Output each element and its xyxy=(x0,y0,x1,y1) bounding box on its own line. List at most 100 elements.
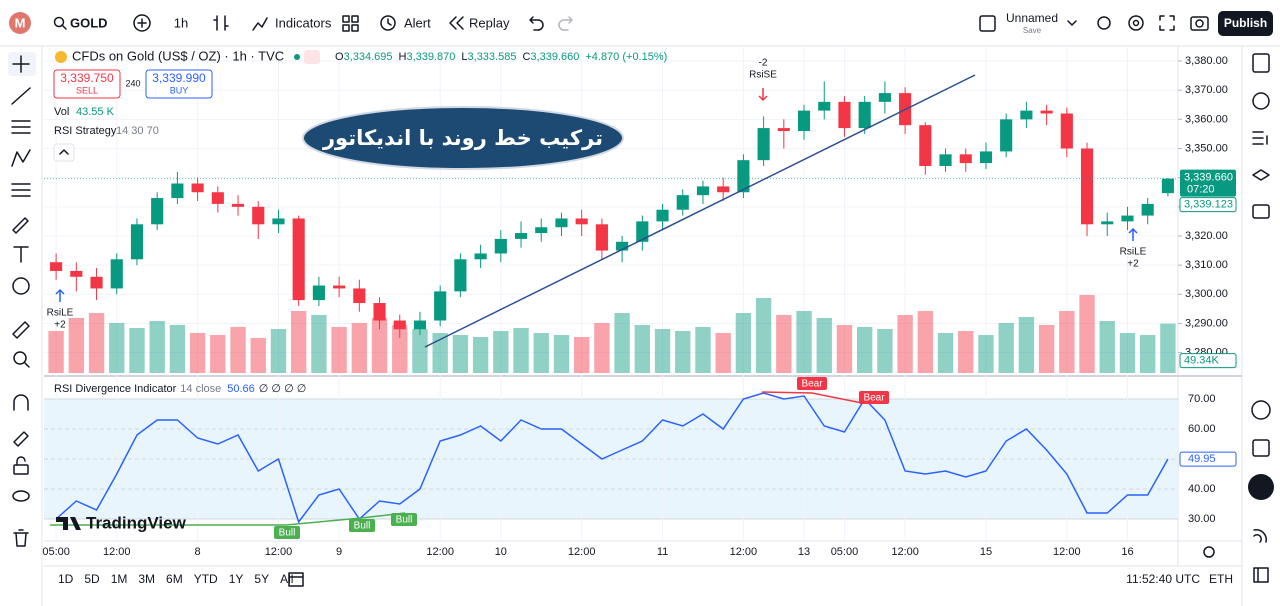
candle-body xyxy=(333,285,346,289)
search-icon[interactable] xyxy=(53,16,65,28)
fullscreen[interactable] xyxy=(1159,15,1175,31)
y-tick-label: 3,290.00 xyxy=(1185,317,1228,329)
strategy-name[interactable]: RSI Strategy xyxy=(54,125,117,137)
range-button[interactable]: 6M xyxy=(166,572,183,586)
logo[interactable] xyxy=(9,12,31,34)
volume-label[interactable]: Vol xyxy=(54,106,69,118)
chat[interactable] xyxy=(1252,204,1270,219)
session[interactable]: ETH xyxy=(1209,572,1233,586)
measure-tool[interactable] xyxy=(12,321,30,339)
alerts-panel[interactable] xyxy=(1252,92,1270,110)
trend-line-tool[interactable] xyxy=(11,87,31,105)
stay-drawing[interactable] xyxy=(13,431,29,447)
delete-tool[interactable] xyxy=(13,529,29,547)
candle-body xyxy=(575,218,588,225)
candle-body xyxy=(595,224,608,251)
candle-body xyxy=(494,238,507,254)
text-tool[interactable] xyxy=(13,246,29,263)
bull-divergence-line xyxy=(50,512,406,526)
symbol[interactable]: GOLD xyxy=(70,15,108,30)
axis-settings[interactable] xyxy=(1203,546,1215,558)
data-window[interactable] xyxy=(1252,131,1268,145)
range-button[interactable]: 5Y xyxy=(254,572,269,586)
layout-name[interactable]: Unnamed xyxy=(1006,11,1058,25)
countdown: 07:20 xyxy=(1187,184,1215,196)
settings[interactable] xyxy=(1128,15,1144,31)
brush-tool[interactable] xyxy=(12,217,29,234)
replay-icon[interactable] xyxy=(449,16,464,30)
x-tick-label: 12:00 xyxy=(426,546,454,558)
range-button[interactable]: 1Y xyxy=(229,572,244,586)
volume-bar xyxy=(654,329,671,373)
icon-tool[interactable] xyxy=(12,277,30,295)
symbol-title[interactable]: CFDs on Gold (US$ / OZ) · 1h · TVC xyxy=(72,48,284,63)
bottom-toolbar: 11:52:40 UTC ETH 1D 5D 1M 3M 6M YTD 1Y 5Y All xyxy=(58,572,1233,587)
divergence-tag xyxy=(274,526,300,539)
range-button[interactable]: YTD xyxy=(194,572,218,586)
crosshair[interactable] xyxy=(12,55,30,73)
zoom-tool[interactable] xyxy=(13,351,27,365)
date-range[interactable] xyxy=(288,572,304,587)
undo[interactable] xyxy=(529,16,544,31)
candle-body xyxy=(696,186,710,196)
candle-body xyxy=(353,288,366,304)
range-button[interactable]: 3M xyxy=(138,572,155,586)
volume-bar xyxy=(311,315,327,373)
layouts-icon[interactable] xyxy=(342,15,359,32)
collapse-legend[interactable] xyxy=(53,143,75,162)
range-button[interactable]: 1M xyxy=(111,572,128,586)
y-tick-label: 3,310.00 xyxy=(1185,259,1228,271)
chart-type[interactable] xyxy=(213,15,229,31)
quick-search[interactable] xyxy=(1097,16,1111,30)
volume-bar xyxy=(917,311,934,373)
indicators-icon[interactable] xyxy=(252,17,268,31)
range-button[interactable]: 1D xyxy=(58,572,74,586)
range-button[interactable]: All xyxy=(280,572,293,586)
candle-body xyxy=(535,227,548,234)
dropdown[interactable] xyxy=(1067,20,1077,26)
candle-body xyxy=(1161,178,1174,194)
candle-body xyxy=(231,203,245,207)
hide-tool[interactable] xyxy=(12,490,30,502)
candle-body xyxy=(1080,148,1094,225)
fib-tool[interactable] xyxy=(11,120,31,134)
layers[interactable] xyxy=(1252,169,1270,181)
apps[interactable] xyxy=(1248,474,1274,500)
alert-icon[interactable] xyxy=(380,15,396,31)
signal[interactable] xyxy=(1253,528,1268,543)
pattern-tool[interactable] xyxy=(11,149,31,167)
save[interactable]: Save xyxy=(1023,26,1042,35)
publish-button[interactable] xyxy=(1218,11,1273,36)
sell-button[interactable] xyxy=(53,69,121,99)
projection-tool[interactable] xyxy=(11,183,31,197)
watchlist[interactable] xyxy=(1252,53,1270,73)
snapshot[interactable] xyxy=(1190,16,1209,31)
ohlc-value: 3,339.660 xyxy=(530,51,579,63)
sell-price: 3,339.750 xyxy=(60,71,114,85)
candle-body xyxy=(292,218,305,301)
replay[interactable]: Replay xyxy=(469,15,510,30)
y-tick-label: 3,300.00 xyxy=(1185,288,1228,300)
calendar[interactable] xyxy=(1252,439,1270,457)
redo[interactable] xyxy=(558,16,573,31)
targets[interactable] xyxy=(1251,400,1271,420)
volume-bar xyxy=(594,323,610,373)
indicators[interactable]: Indicators xyxy=(275,15,332,30)
volume-bar xyxy=(695,327,711,373)
watermark: TradingView xyxy=(86,513,187,532)
lock-tool[interactable] xyxy=(13,464,29,475)
alert[interactable]: Alert xyxy=(404,15,431,30)
trend-line[interactable] xyxy=(424,74,976,348)
volume-bar xyxy=(129,328,145,373)
divergence-label: Bull xyxy=(354,521,371,532)
magnet-tool[interactable] xyxy=(13,394,29,411)
range-button[interactable]: 5D xyxy=(84,572,100,586)
buy-button[interactable] xyxy=(145,69,213,99)
panel[interactable] xyxy=(1253,567,1269,583)
checkbox[interactable] xyxy=(979,15,996,32)
volume-bar xyxy=(493,331,509,373)
market-status xyxy=(294,54,300,60)
interval[interactable]: 1h xyxy=(174,15,188,30)
add-symbol[interactable] xyxy=(133,14,151,32)
